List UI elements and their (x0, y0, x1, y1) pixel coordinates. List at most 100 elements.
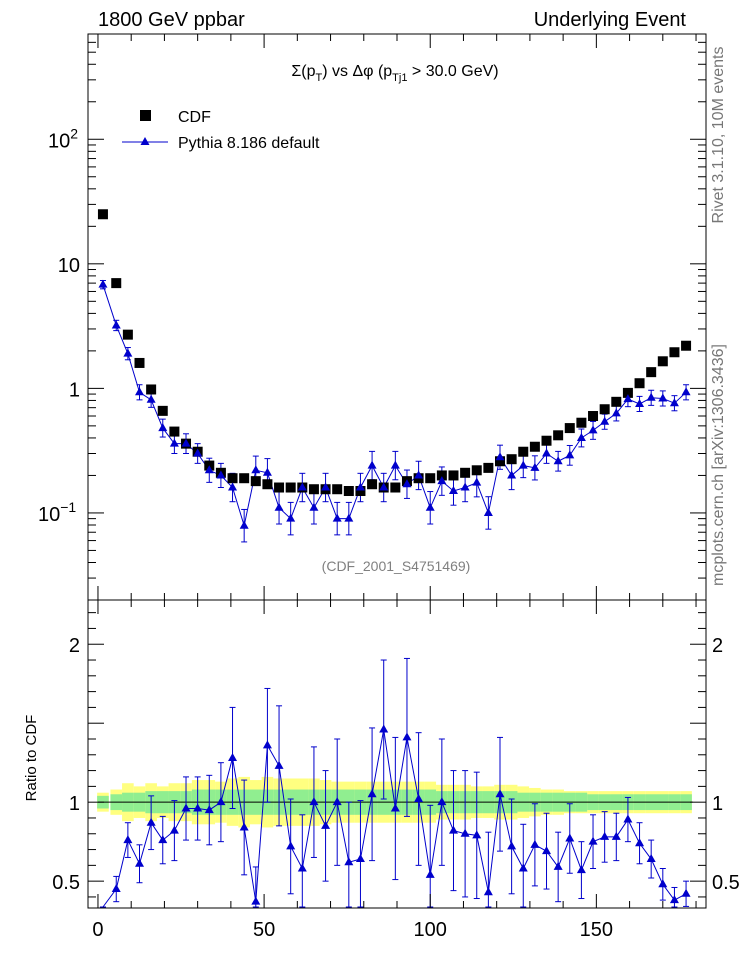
mc-data-point (542, 448, 552, 457)
legend-mc-marker (140, 137, 150, 145)
ratio-xtick-label: 100 (414, 919, 447, 941)
ratio-data-point (239, 822, 249, 831)
ratio-data-point (611, 831, 621, 840)
legend-cdf-marker (140, 110, 151, 121)
mc-data-point (251, 465, 261, 474)
ratio-data-point (483, 887, 493, 896)
ratio-data-point (437, 797, 447, 806)
cdf-data-point (390, 482, 401, 493)
cdf-data-point (250, 476, 261, 487)
mc-data-point (646, 392, 656, 401)
ratio-data-point (425, 869, 435, 878)
cdf-data-point (227, 473, 238, 484)
mc-data-point (460, 482, 470, 491)
ratio-data-point (135, 858, 144, 867)
cdf-data-point (425, 473, 436, 484)
ratio-data-point (507, 841, 517, 850)
ratio-data-point (472, 830, 482, 839)
mc-data-point (239, 520, 249, 529)
ratio-data-point (402, 732, 412, 741)
header-left: 1800 GeV ppbar (98, 9, 245, 31)
mc-data-point (681, 387, 691, 396)
cdf-data-point (157, 405, 168, 416)
legend: CDF Pythia 8.186 default (122, 109, 320, 152)
mc-data-point (390, 460, 400, 469)
mc-data-point (588, 425, 598, 434)
cdf-data-point (681, 340, 692, 351)
mc-data-point (507, 470, 517, 479)
ratio-ytick-label-left: 2 (69, 635, 80, 657)
legend-cdf-label: CDF (178, 109, 211, 126)
ratio-data-point (204, 805, 214, 814)
cdf-data-point (343, 486, 354, 497)
cdf-data-point (599, 404, 610, 415)
ratio-ytick-label-right: 1 (712, 793, 723, 815)
mc-data-point (193, 448, 203, 457)
ratio-data-point (274, 760, 284, 769)
mc-data-point (262, 467, 272, 476)
cdf-data-point (285, 482, 296, 493)
ratio-ytick-label-right: 0.5 (712, 872, 740, 894)
ratio-plot-area (97, 657, 693, 908)
ratio-xtick-label: 0 (92, 919, 103, 941)
cdf-data-point (611, 396, 622, 407)
ratio-data-point (111, 884, 121, 893)
ratio-data-point (367, 789, 377, 798)
cdf-data-point (97, 209, 108, 220)
main-title: Σ(pT) vs Δφ (pTj1 > 30.0 GeV) (291, 63, 498, 84)
cdf-data-point (111, 278, 122, 289)
mc-data-point (135, 387, 144, 396)
ratio-data-point (530, 839, 540, 848)
ratio-data-point (216, 797, 226, 806)
cdf-data-point (541, 435, 552, 446)
cdf-data-point (529, 441, 540, 452)
main-ytick-label: 10 (58, 255, 80, 277)
mc-data-point (530, 462, 540, 471)
ratio-data-point (309, 797, 319, 806)
cdf-data-point (436, 470, 447, 481)
cdf-data-point (634, 378, 645, 389)
ratio-data-point (565, 833, 575, 842)
ratio-data-point (228, 752, 238, 761)
ratio-ylabel: Ratio to CDF (23, 715, 40, 802)
ratio-ytick-label-left: 1 (69, 793, 80, 815)
mc-data-point (635, 398, 645, 407)
mc-data-point (158, 423, 168, 432)
ratio-data-point (181, 803, 191, 812)
cdf-data-point (367, 479, 378, 490)
cdf-data-point (622, 387, 633, 398)
ratio-data-point (286, 841, 296, 850)
cdf-data-point (518, 446, 529, 457)
ratio-data-point (460, 828, 470, 837)
ratio-data-point (146, 817, 156, 826)
ratio-panel-frame (87, 599, 707, 909)
cdf-data-point (483, 462, 494, 473)
ratio-data-point (635, 838, 645, 847)
ratio-data-point (321, 820, 331, 829)
cdf-data-point (448, 470, 459, 481)
cdf-data-point (576, 417, 587, 428)
mc-data-point (611, 408, 621, 417)
mc-data-point (518, 460, 528, 469)
cdf-data-point (274, 482, 285, 493)
analysis-watermark: (CDF_2001_S4751469) (322, 558, 471, 574)
cdf-data-point (134, 357, 145, 368)
ratio-data-point (193, 803, 203, 812)
mc-data-point (355, 482, 365, 491)
ratio-data-point (390, 803, 400, 812)
mc-data-point (379, 482, 389, 491)
ratio-axis-ticks: 0.5 0.5 1 1 2 2 0 50 100 150 (52, 600, 740, 941)
mc-data-point (204, 465, 214, 474)
mc-data-point (495, 452, 505, 461)
mc-data-point (297, 482, 307, 491)
cdf-data-point (355, 486, 366, 497)
cdf-data-point (657, 356, 668, 367)
ratio-data-point (600, 831, 610, 840)
mcplots-label: mcplots.cern.ch [arXiv:1306.3436] (710, 344, 727, 586)
mc-data-point (669, 398, 679, 407)
legend-mc-label: Pythia 8.186 default (178, 135, 320, 152)
ratio-data-point (448, 825, 458, 834)
mc-data-point (123, 348, 133, 357)
ratio-data-point (355, 854, 365, 863)
